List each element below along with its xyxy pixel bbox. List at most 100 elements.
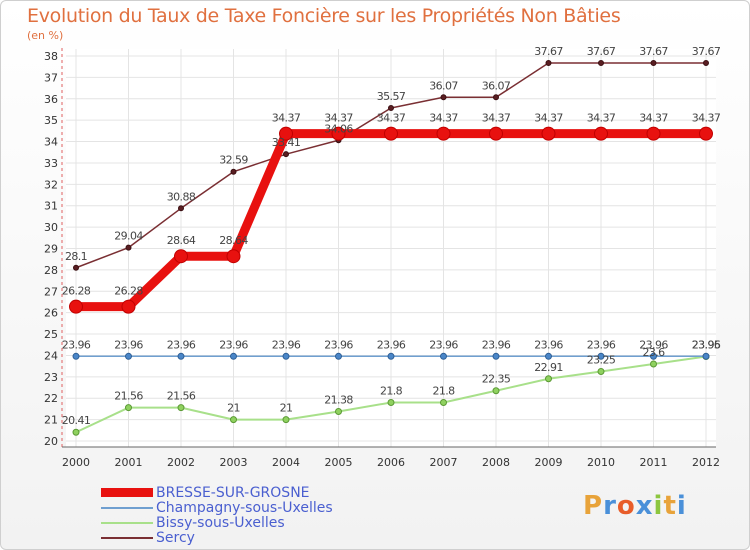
data-label: 23.96 bbox=[62, 338, 91, 351]
logo-letter: i bbox=[676, 491, 687, 521]
data-label: 26.28 bbox=[62, 285, 91, 298]
data-point bbox=[646, 126, 661, 141]
data-label: 21 bbox=[280, 402, 293, 415]
data-point bbox=[388, 104, 394, 111]
y-tick-label: 34 bbox=[44, 136, 58, 149]
data-label: 33.41 bbox=[272, 136, 301, 149]
data-point bbox=[282, 352, 290, 360]
legend-swatch-bissy bbox=[101, 521, 153, 524]
data-point bbox=[436, 126, 451, 141]
data-label: 34.37 bbox=[377, 112, 406, 125]
data-label: 34.37 bbox=[587, 112, 616, 125]
data-point bbox=[279, 126, 293, 141]
data-label: 21.56 bbox=[114, 390, 143, 403]
data-point bbox=[492, 352, 500, 360]
data-point bbox=[597, 367, 605, 375]
data-label: 28.64 bbox=[167, 234, 196, 247]
data-label: 36.07 bbox=[429, 79, 458, 92]
legend-swatch-sercy bbox=[101, 536, 153, 539]
x-tick-label: 2012 bbox=[692, 456, 720, 469]
data-label: 34.37 bbox=[482, 112, 511, 125]
legend-label-bresse: BRESSE-SUR-GROSNE bbox=[156, 484, 310, 501]
y-tick-label: 33 bbox=[44, 157, 58, 170]
legend-item-champagny: Champagny-sous-Uxelles bbox=[101, 500, 333, 516]
data-point bbox=[125, 352, 132, 360]
proxiti-logo: Proxiti bbox=[583, 491, 687, 521]
data-label: 23.96 bbox=[429, 338, 458, 351]
data-point bbox=[73, 264, 79, 271]
data-label: 23.96 bbox=[272, 338, 301, 351]
x-tick-label: 2009 bbox=[535, 456, 563, 469]
legend-item-bresse: BRESSE-SUR-GROSNE bbox=[101, 484, 333, 501]
data-label: 34.37 bbox=[639, 112, 668, 125]
x-tick-label: 2007 bbox=[430, 456, 458, 469]
data-label: 20.41 bbox=[62, 414, 91, 427]
data-point bbox=[331, 126, 346, 141]
legend-item-bissy: Bissy-sous-Uxelles bbox=[101, 514, 333, 531]
chart-title: Evolution du Taux de Taxe Foncière sur l… bbox=[27, 5, 621, 27]
data-point bbox=[440, 352, 447, 360]
data-point bbox=[703, 60, 709, 67]
data-point bbox=[387, 399, 395, 406]
data-point bbox=[72, 352, 80, 360]
data-point bbox=[121, 299, 136, 314]
logo-letter: t bbox=[663, 491, 677, 521]
legend-label-sercy: Sercy bbox=[156, 529, 195, 546]
legend-label-bissy: Bissy-sous-Uxelles bbox=[156, 514, 285, 531]
logo-letter: i bbox=[653, 491, 664, 521]
x-tick-label: 2011 bbox=[640, 456, 668, 469]
data-label: 23.96 bbox=[692, 338, 721, 351]
y-tick-label: 30 bbox=[44, 221, 58, 234]
data-point bbox=[177, 352, 185, 360]
data-label: 23.96 bbox=[114, 338, 143, 351]
data-label: 21.8 bbox=[432, 385, 455, 398]
data-point bbox=[387, 352, 395, 360]
data-point bbox=[492, 387, 500, 395]
y-tick-label: 25 bbox=[44, 328, 58, 341]
data-point bbox=[545, 375, 552, 383]
data-label: 21.56 bbox=[167, 390, 196, 403]
data-label: 28.64 bbox=[219, 234, 248, 247]
y-tick-label: 27 bbox=[44, 285, 58, 298]
data-point bbox=[282, 416, 290, 424]
logo-letter: r bbox=[603, 491, 617, 521]
data-point bbox=[230, 416, 237, 424]
data-label: 23.25 bbox=[587, 353, 616, 366]
data-label: 30.88 bbox=[167, 190, 196, 203]
data-point bbox=[335, 352, 342, 360]
x-tick-label: 2008 bbox=[482, 456, 510, 469]
data-label: 22.91 bbox=[534, 361, 563, 374]
x-tick-label: 2002 bbox=[167, 456, 195, 469]
data-label: 23.96 bbox=[324, 338, 353, 351]
data-point bbox=[650, 352, 657, 360]
x-tick-label: 2004 bbox=[272, 456, 300, 469]
data-point bbox=[440, 94, 447, 101]
data-label: 34.37 bbox=[534, 112, 563, 125]
data-point bbox=[545, 352, 552, 360]
x-tick-label: 2010 bbox=[587, 456, 615, 469]
data-label: 32.59 bbox=[219, 154, 248, 167]
y-tick-label: 35 bbox=[44, 114, 58, 127]
data-point bbox=[440, 399, 447, 406]
data-point bbox=[283, 151, 289, 158]
x-tick-label: 2003 bbox=[220, 456, 248, 469]
y-tick-label: 24 bbox=[44, 349, 58, 362]
data-point bbox=[598, 60, 604, 67]
data-point bbox=[650, 60, 657, 67]
data-point bbox=[493, 94, 499, 101]
y-tick-label: 38 bbox=[44, 50, 58, 63]
unit-label: (en %) bbox=[27, 29, 64, 42]
data-label: 35.57 bbox=[377, 90, 406, 103]
data-point bbox=[125, 244, 132, 251]
x-tick-label: 2005 bbox=[325, 456, 353, 469]
data-label: 34.37 bbox=[272, 112, 301, 125]
data-label: 37.67 bbox=[692, 45, 721, 58]
data-label: 37.67 bbox=[587, 45, 616, 58]
data-label: 23.96 bbox=[639, 338, 668, 351]
data-point bbox=[226, 249, 241, 264]
data-point bbox=[541, 126, 556, 141]
data-point bbox=[650, 360, 657, 368]
data-label: 22.35 bbox=[482, 373, 511, 386]
